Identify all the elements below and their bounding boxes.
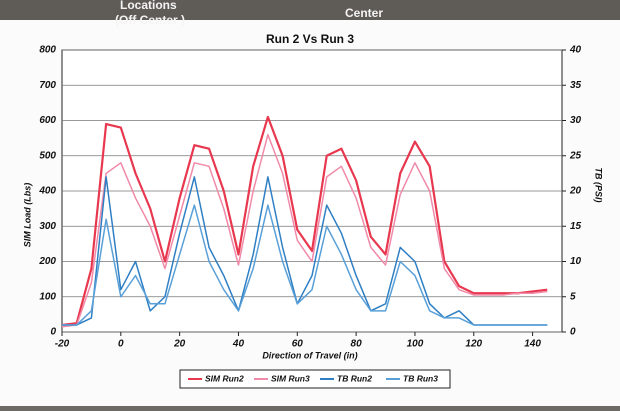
legend-label: TB Run3 <box>403 373 438 383</box>
page: Locations (Off Center ) Center Run 2 Vs … <box>0 0 620 411</box>
x-tick-label: 140 <box>524 339 541 350</box>
y-tick-label: 0 <box>50 327 56 338</box>
y-tick-label: 500 <box>39 150 56 161</box>
header-label: Locations <box>120 0 177 12</box>
y2-tick-label: 25 <box>569 150 582 161</box>
x-tick-label: 60 <box>292 339 304 350</box>
y2-tick-label: 5 <box>570 291 576 302</box>
y2-tick-label: 40 <box>569 45 582 56</box>
y-tick-label: 700 <box>39 80 56 91</box>
y2-tick-label: 15 <box>570 221 582 232</box>
y-tick-label: 300 <box>39 221 56 232</box>
header-label: Center <box>345 6 383 20</box>
y2-tick-label: 0 <box>570 327 576 338</box>
y2-tick-label: 10 <box>570 256 582 267</box>
y-tick-label: 200 <box>38 256 56 267</box>
x-tick-label: -20 <box>55 339 70 350</box>
x-tick-label: 0 <box>118 339 124 350</box>
y-tick-label: 600 <box>39 115 56 126</box>
y-tick-label: 100 <box>39 291 56 302</box>
chart: Locations (Off Center ) Center Run 2 Vs … <box>0 0 620 406</box>
x-tick-label: 20 <box>173 339 186 350</box>
legend: SIM Run2 SIM Run3 TB Run2 TB Run3 <box>180 370 450 388</box>
chart-title: Run 2 Vs Run 3 <box>266 32 354 46</box>
legend-label: SIM Run2 <box>205 373 244 383</box>
y2-tick-label: 35 <box>570 80 582 91</box>
y-tick-label: 800 <box>39 45 56 56</box>
header-label: (Off Center ) <box>115 13 185 27</box>
x-axis-title: Direction of Travel (in) <box>262 350 357 360</box>
y-axis-title: SIM Load (Lbs) <box>22 183 32 248</box>
y2-tick-label: 20 <box>569 186 582 197</box>
y-tick-label: 400 <box>38 186 56 197</box>
x-tick-label: 40 <box>232 339 245 350</box>
x-tick-label: 120 <box>465 339 482 350</box>
x-tick-label: 100 <box>407 339 424 350</box>
legend-label: SIM Run3 <box>271 373 310 383</box>
y2-axis-title: TB (PSI) <box>594 168 604 203</box>
y2-tick-label: 30 <box>570 115 582 126</box>
x-tick-label: 80 <box>351 339 363 350</box>
legend-label: TB Run2 <box>337 373 372 383</box>
